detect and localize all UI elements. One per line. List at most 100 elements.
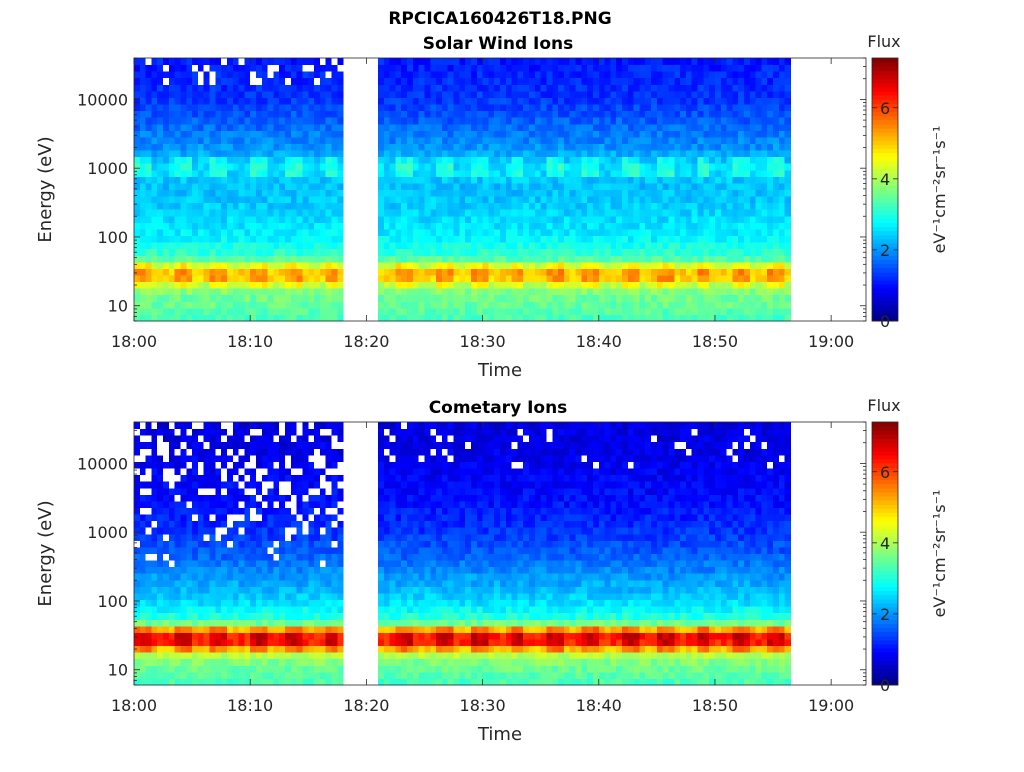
heatmap-cell bbox=[587, 137, 593, 144]
heatmap-cell bbox=[721, 268, 727, 275]
heatmap-cell bbox=[151, 652, 157, 659]
heatmap-cell bbox=[506, 242, 512, 249]
heatmap-cell bbox=[738, 268, 744, 275]
heatmap-cell bbox=[250, 91, 256, 98]
heatmap-cell bbox=[175, 216, 181, 223]
heatmap-cell bbox=[401, 229, 407, 236]
heatmap-cell bbox=[215, 58, 221, 65]
heatmap-cell bbox=[668, 209, 674, 216]
heatmap-cell bbox=[395, 249, 401, 256]
heatmap-cell bbox=[599, 282, 605, 289]
heatmap-cell bbox=[471, 190, 477, 197]
heatmap-cell bbox=[756, 314, 762, 321]
heatmap-cell bbox=[326, 104, 332, 111]
heatmap-cell bbox=[169, 268, 175, 275]
heatmap-cell bbox=[698, 65, 704, 72]
heatmap-cell bbox=[546, 209, 552, 216]
heatmap-cell bbox=[529, 196, 535, 203]
heatmap-cell bbox=[186, 567, 192, 574]
heatmap-cell bbox=[314, 117, 320, 124]
heatmap-cell bbox=[581, 111, 587, 118]
heatmap-cell bbox=[703, 183, 709, 190]
heatmap-cell bbox=[157, 501, 163, 508]
heatmap-cell bbox=[477, 262, 483, 269]
heatmap-cell bbox=[727, 196, 733, 203]
heatmap-cell bbox=[454, 229, 460, 236]
heatmap-cell bbox=[651, 124, 657, 131]
heatmap-cell bbox=[175, 97, 181, 104]
heatmap-cell bbox=[378, 58, 384, 65]
heatmap-cell bbox=[465, 183, 471, 190]
heatmap-cell bbox=[576, 137, 582, 144]
heatmap-cell bbox=[268, 71, 274, 78]
heatmap-cell bbox=[616, 137, 622, 144]
heatmap-cell bbox=[268, 301, 274, 308]
heatmap-cell bbox=[454, 104, 460, 111]
heatmap-cell bbox=[744, 104, 750, 111]
heatmap-cell bbox=[273, 104, 279, 111]
heatmap-cell bbox=[663, 229, 669, 236]
heatmap-cell bbox=[180, 117, 186, 124]
heatmap-cell bbox=[198, 461, 204, 468]
heatmap-cell bbox=[221, 157, 227, 164]
heatmap-cell bbox=[233, 91, 239, 98]
heatmap-cell bbox=[448, 58, 454, 65]
heatmap-cell bbox=[215, 71, 221, 78]
heatmap-cell bbox=[692, 255, 698, 262]
heatmap-cell bbox=[628, 58, 634, 65]
heatmap-cell bbox=[215, 288, 221, 295]
heatmap-cell bbox=[448, 97, 454, 104]
heatmap-cell bbox=[198, 521, 204, 528]
heatmap-cell bbox=[558, 91, 564, 98]
heatmap-cell bbox=[576, 157, 582, 164]
heatmap-cell bbox=[709, 308, 715, 315]
heatmap-cell bbox=[471, 124, 477, 131]
heatmap-cell bbox=[204, 124, 210, 131]
heatmap-cell bbox=[436, 262, 442, 269]
heatmap-cell bbox=[134, 97, 140, 104]
heatmap-cell bbox=[302, 78, 308, 85]
colorbar-segment bbox=[872, 161, 898, 166]
heatmap-cell bbox=[163, 646, 169, 653]
heatmap-cell bbox=[587, 229, 593, 236]
heatmap-cell bbox=[285, 137, 291, 144]
heatmap-cell bbox=[134, 501, 140, 508]
heatmap-cell bbox=[407, 124, 413, 131]
colorbar-segment bbox=[872, 194, 898, 199]
heatmap-cell bbox=[390, 150, 396, 157]
heatmap-cell bbox=[221, 124, 227, 131]
heatmap-cell bbox=[639, 84, 645, 91]
heatmap-cell bbox=[651, 308, 657, 315]
heatmap-cell bbox=[401, 216, 407, 223]
heatmap-cell bbox=[285, 308, 291, 315]
heatmap-cell bbox=[616, 203, 622, 210]
heatmap-cell bbox=[581, 150, 587, 157]
heatmap-cell bbox=[454, 58, 460, 65]
heatmap-cell bbox=[320, 170, 326, 177]
heatmap-cell bbox=[750, 117, 756, 124]
heatmap-cell bbox=[256, 282, 262, 289]
heatmap-cell bbox=[204, 157, 210, 164]
heatmap-cell bbox=[204, 586, 210, 593]
heatmap-cell bbox=[413, 143, 419, 150]
heatmap-cell bbox=[146, 672, 152, 679]
heatmap-cell bbox=[291, 288, 297, 295]
heatmap-cell bbox=[268, 314, 274, 321]
heatmap-cell bbox=[163, 507, 169, 514]
heatmap-cell bbox=[337, 308, 343, 315]
heatmap-cell bbox=[407, 130, 413, 137]
heatmap-cell bbox=[436, 242, 442, 249]
heatmap-cell bbox=[465, 203, 471, 210]
heatmap-cell bbox=[744, 97, 750, 104]
heatmap-cell bbox=[332, 314, 338, 321]
heatmap-cell bbox=[151, 91, 157, 98]
heatmap-cell bbox=[674, 65, 680, 72]
heatmap-cell bbox=[273, 124, 279, 131]
heatmap-cell bbox=[628, 117, 634, 124]
heatmap-cell bbox=[401, 143, 407, 150]
heatmap-cell bbox=[523, 117, 529, 124]
colorbar-tick-label: 4 bbox=[880, 170, 890, 189]
heatmap-cell bbox=[442, 314, 448, 321]
heatmap-cell bbox=[204, 527, 210, 534]
heatmap-cell bbox=[198, 540, 204, 547]
